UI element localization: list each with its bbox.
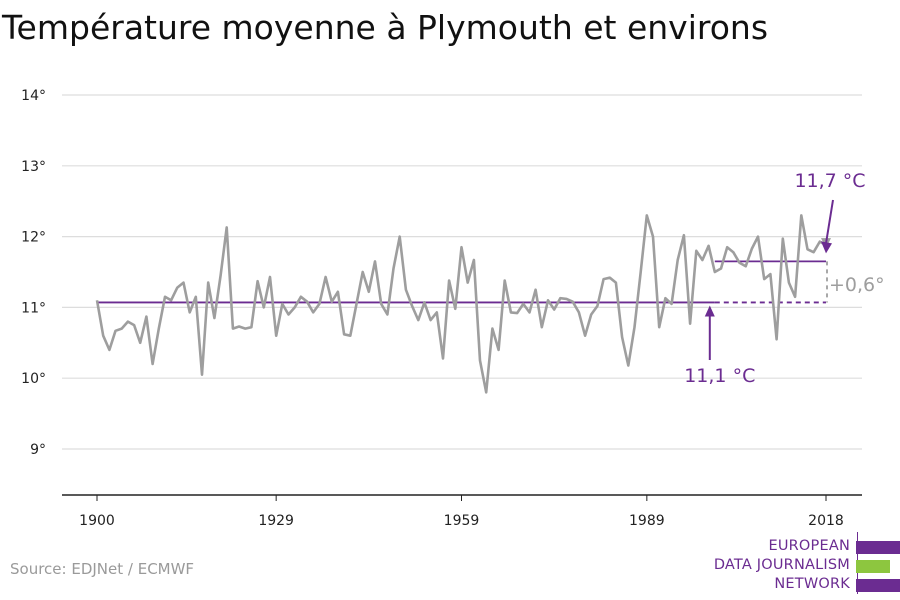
- arrow-baseline-head: [704, 305, 715, 317]
- x-tick-label-1959: 1959: [444, 513, 480, 529]
- y-tick-label-14: 14°: [21, 88, 46, 104]
- y-tick-label-10: 10°: [21, 371, 46, 387]
- arrow-recent-line: [825, 199, 834, 244]
- series: [95, 214, 827, 394]
- label-baseline-average: 11,1 °C: [684, 365, 755, 387]
- y-tick-label-12: 12°: [21, 230, 46, 246]
- y-tick-label-13: 13°: [21, 159, 46, 175]
- y-axis: 9° 10° 11° 12° 13° 14°: [21, 88, 46, 458]
- delta-label: +0,6°: [829, 274, 885, 296]
- logo-bar-purple-top: [856, 541, 900, 554]
- label-recent-average: 11,7 °C: [794, 170, 865, 192]
- logo-bar-purple-bottom: [856, 579, 900, 592]
- x-tick-label-1989: 1989: [629, 513, 665, 529]
- arrow-recent-head: [821, 241, 832, 254]
- source-note: Source: EDJNet / ECMWF: [10, 560, 195, 578]
- series-line-0: [95, 214, 827, 394]
- reference-lines: [97, 260, 826, 304]
- y-tick-label-9: 9°: [30, 442, 46, 458]
- x-axis: 1900 1929 1959 1989 2018: [62, 494, 862, 529]
- edjnet-logo[interactable]: EUROPEAN DATA JOURNALISM NETWORK: [710, 532, 900, 596]
- logo-bar-green: [856, 560, 890, 573]
- chart-title: Température moyenne à Plymouth et enviro…: [2, 8, 769, 47]
- x-tick-label-1929: 1929: [258, 513, 294, 529]
- x-tick-label-2018: 2018: [808, 513, 844, 529]
- annotations: +0,6° 11,7 °C 11,1 °C: [684, 170, 884, 387]
- grid: [62, 94, 862, 450]
- logo-line-3: NETWORK: [774, 576, 850, 592]
- x-tick-label-1900: 1900: [79, 513, 115, 529]
- y-tick-label-11: 11°: [21, 300, 46, 316]
- logo-line-1: EUROPEAN: [768, 538, 850, 554]
- logo-line-2: DATA JOURNALISM: [713, 557, 850, 573]
